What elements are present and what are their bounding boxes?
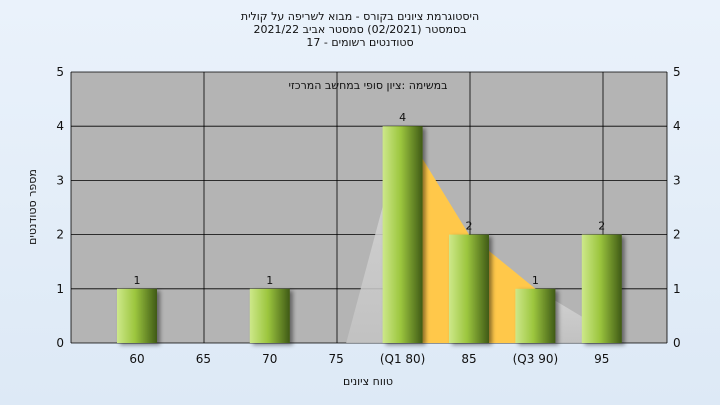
x-tick-label: (Q3 90) <box>513 352 559 366</box>
x-tick-label: 75 <box>329 352 344 366</box>
y-tick-label-right: 3 <box>673 173 681 187</box>
value-label: 2 <box>466 220 473 233</box>
x-tick-label: 65 <box>196 352 211 366</box>
chart-annotation: במשימה :ציון סופי במחשב המרכזי <box>288 79 447 92</box>
chart-title-block: היסטוגרמת ציונים בקורס - מבוא לשריפה על … <box>0 10 720 49</box>
x-tick-label: 95 <box>594 352 609 366</box>
bar-85 <box>449 234 489 343</box>
chart-title: היסטוגרמת ציונים בקורס - מבוא לשריפה על … <box>240 10 480 23</box>
bar-(Q3 90) <box>515 288 556 343</box>
y-tick-label-right: 2 <box>673 228 681 242</box>
y-tick-label-left: 3 <box>56 173 64 187</box>
value-label: 4 <box>399 111 406 124</box>
y-tick-label-left: 4 <box>56 119 64 133</box>
y-axis-title: מספר סטודנטים <box>26 169 39 245</box>
x-tick-label: (Q1 80) <box>380 352 426 366</box>
y-tick-label-left: 2 <box>56 228 64 242</box>
y-tick-label-right: 4 <box>673 119 681 133</box>
value-label: 2 <box>598 220 605 233</box>
x-tick-label: 85 <box>461 352 476 366</box>
y-tick-label-left: 1 <box>56 282 64 296</box>
bar-60 <box>117 288 157 343</box>
x-axis-title: טווח ציונים <box>343 375 393 388</box>
bar-95 <box>581 234 622 343</box>
bar-(Q1 80) <box>382 126 423 343</box>
y-tick-label-right: 5 <box>673 65 681 79</box>
y-tick-label-right: 1 <box>673 282 681 296</box>
y-tick-label-right: 0 <box>673 336 681 350</box>
y-tick-label-left: 0 <box>56 336 64 350</box>
value-label: 1 <box>532 274 539 287</box>
x-tick-label: 60 <box>129 352 144 366</box>
value-label: 1 <box>134 274 141 287</box>
chart-subtitle: בסמסטר (02/2021) סמסטר אביב 2021/22 <box>253 23 467 36</box>
x-tick-label: 70 <box>262 352 277 366</box>
chart-subtitle-2: סטודנטים רשומים - 17 <box>306 36 414 49</box>
bar-70 <box>249 288 290 343</box>
value-label: 1 <box>266 274 273 287</box>
y-tick-label-left: 5 <box>56 65 64 79</box>
bar-layer <box>117 126 622 343</box>
